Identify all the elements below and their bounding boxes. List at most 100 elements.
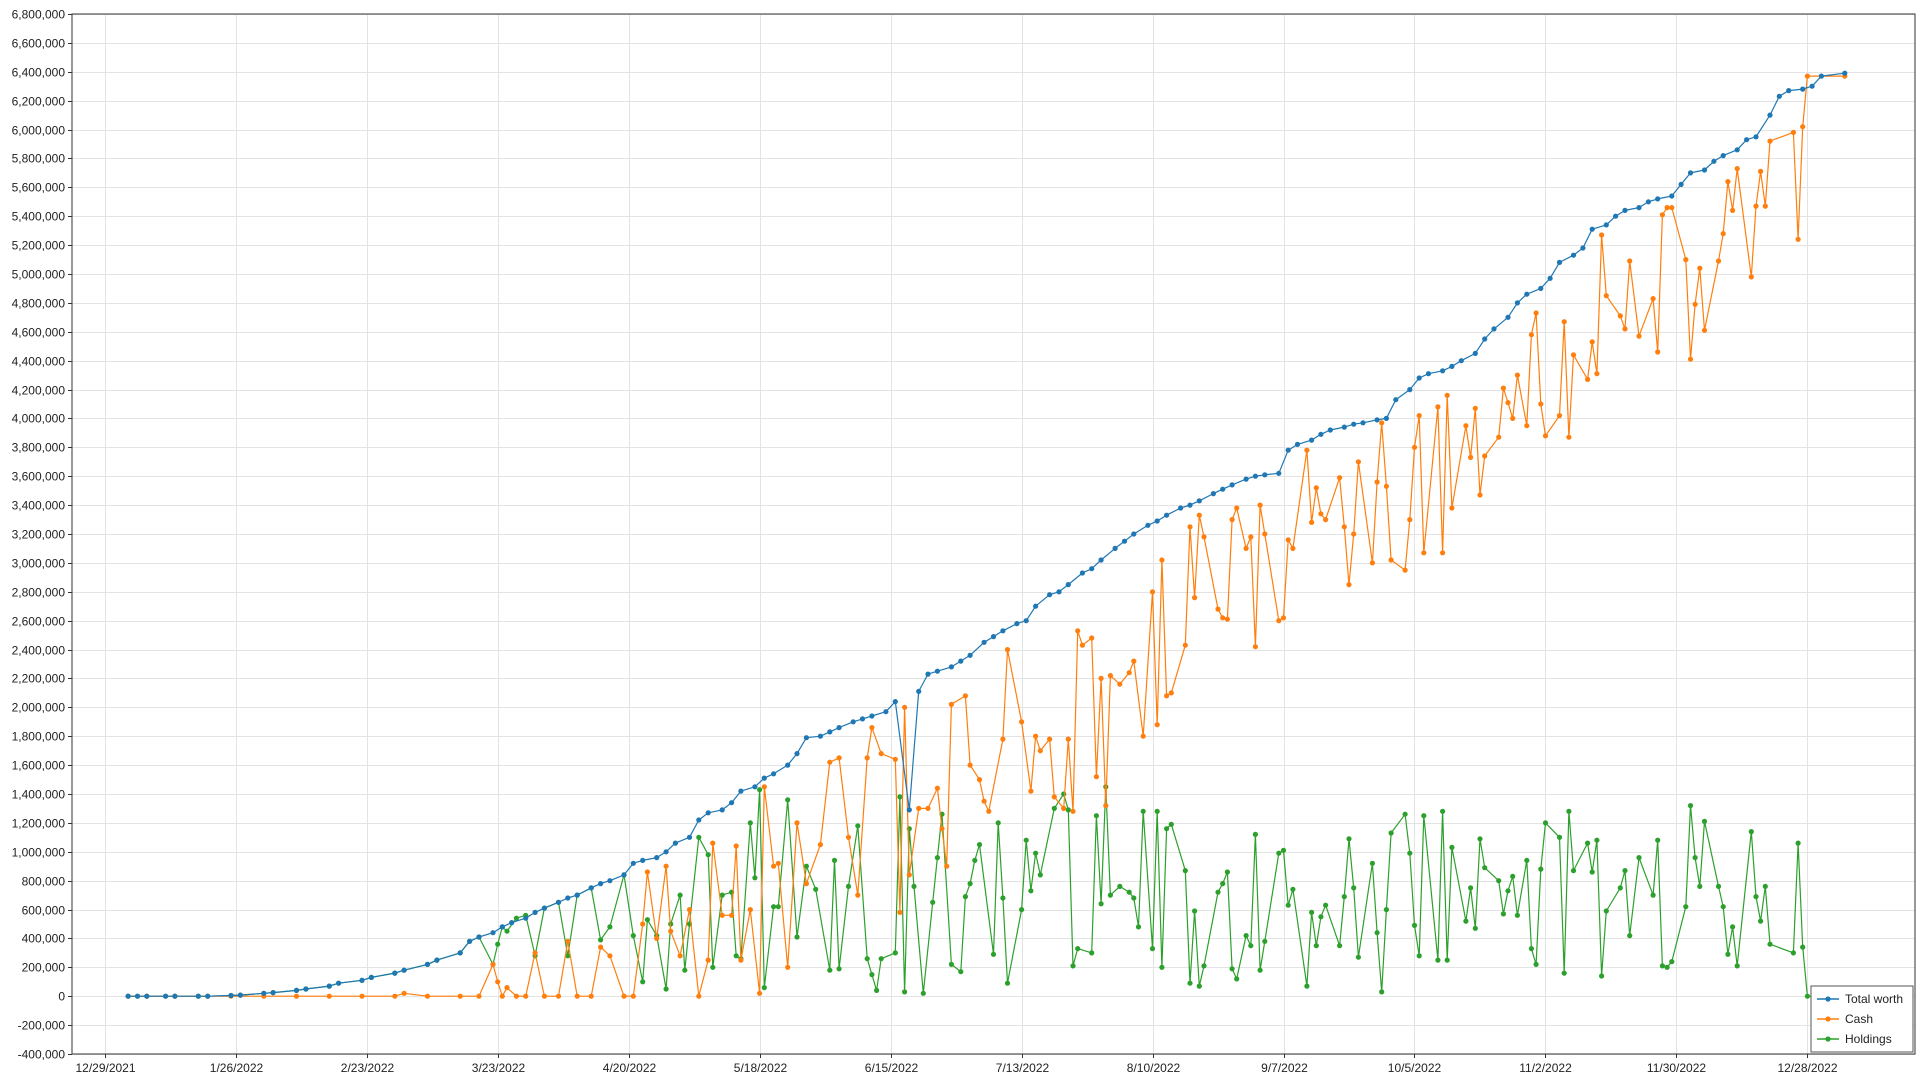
data-point <box>1093 813 1099 819</box>
data-point <box>359 993 365 999</box>
data-point <box>1444 392 1450 398</box>
data-point <box>1416 953 1422 959</box>
data-point <box>696 834 702 840</box>
data-point <box>1065 807 1071 813</box>
data-point <box>1725 951 1731 957</box>
data-point <box>1659 963 1665 969</box>
data-point <box>1570 352 1577 358</box>
data-point <box>1472 405 1478 411</box>
data-point <box>1252 644 1258 650</box>
data-point <box>1622 868 1628 874</box>
data-point <box>1556 834 1563 840</box>
data-point <box>1337 943 1343 949</box>
data-point <box>1290 886 1296 892</box>
legend[interactable]: Total worth Cash Holdings <box>1810 985 1914 1053</box>
data-point <box>1440 368 1446 374</box>
data-point <box>523 993 529 999</box>
data-point <box>359 977 365 983</box>
data-point <box>958 658 964 664</box>
data-point <box>1388 830 1394 836</box>
data-point <box>1758 168 1764 174</box>
data-point <box>499 993 505 999</box>
data-point <box>1220 881 1226 887</box>
data-point <box>1655 196 1661 202</box>
data-point <box>1790 129 1796 135</box>
data-point <box>1019 719 1025 725</box>
legend-item-cash[interactable]: Cash <box>1817 1012 1873 1026</box>
data-point <box>1187 980 1193 986</box>
data-point <box>1131 531 1137 537</box>
data-point <box>785 797 791 803</box>
data-point <box>1285 537 1291 543</box>
data-point <box>476 993 482 999</box>
y-tick-label: 6,000,000 <box>12 124 66 138</box>
data-point <box>1135 924 1142 930</box>
data-point <box>1402 811 1408 817</box>
data-point <box>1168 821 1174 827</box>
data-point <box>1580 245 1586 251</box>
data-point <box>1566 808 1572 814</box>
x-tick-label: 10/5/2022 <box>1388 1061 1442 1075</box>
data-point <box>1248 534 1254 540</box>
data-point <box>1449 363 1455 369</box>
data-point <box>1758 918 1764 924</box>
data-point <box>1650 892 1656 898</box>
data-point <box>771 771 777 777</box>
legend-marker-total-worth <box>1825 996 1831 1002</box>
data-point <box>1556 413 1563 419</box>
data-point <box>1252 473 1258 479</box>
data-point <box>1472 350 1478 356</box>
data-point <box>1346 582 1352 588</box>
data-point <box>1800 86 1806 92</box>
data-point <box>1701 167 1708 173</box>
data-point <box>1449 844 1455 851</box>
data-point <box>1477 836 1483 842</box>
data-point <box>850 719 856 725</box>
data-point <box>228 992 234 999</box>
data-point <box>1411 444 1418 450</box>
data-point <box>1505 314 1511 320</box>
data-point <box>1818 73 1824 79</box>
data-point <box>499 924 505 930</box>
data-point <box>906 807 912 813</box>
data-point <box>696 993 702 999</box>
data-point <box>1112 545 1118 552</box>
data-point <box>1070 963 1076 969</box>
data-point <box>1505 888 1511 894</box>
data-point <box>1379 420 1385 426</box>
data-point <box>836 725 842 731</box>
data-point <box>261 990 267 996</box>
data-point <box>1477 492 1483 498</box>
data-point <box>948 961 955 968</box>
y-tick-label: 2,400,000 <box>12 644 66 658</box>
legend-item-total-worth[interactable]: Total worth <box>1817 992 1903 1006</box>
data-point <box>1164 826 1170 832</box>
data-point <box>1603 293 1609 299</box>
data-point <box>1337 475 1343 481</box>
data-point <box>1617 313 1623 319</box>
data-point <box>1566 434 1572 440</box>
data-point <box>1734 963 1740 969</box>
data-point <box>967 881 973 887</box>
data-point <box>621 993 627 999</box>
data-point <box>902 704 908 710</box>
data-point <box>1599 232 1605 238</box>
data-point <box>1425 371 1432 377</box>
data-point <box>555 993 562 999</box>
data-point <box>1075 946 1081 952</box>
data-point <box>1285 902 1291 908</box>
legend-item-holdings[interactable]: Holdings <box>1817 1032 1892 1046</box>
data-point <box>831 857 838 864</box>
y-tick-label: 3,200,000 <box>12 528 66 542</box>
y-tick-label: 3,600,000 <box>12 470 66 484</box>
data-point <box>1262 472 1268 478</box>
data-point <box>1323 902 1329 908</box>
data-point <box>1107 673 1113 679</box>
y-tick-label: 600,000 <box>22 904 66 918</box>
y-tick-label: 4,000,000 <box>12 412 66 426</box>
data-point <box>1594 371 1600 377</box>
data-point <box>1243 933 1249 939</box>
y-tick-label: 1,600,000 <box>12 759 66 773</box>
data-point <box>1182 868 1188 874</box>
